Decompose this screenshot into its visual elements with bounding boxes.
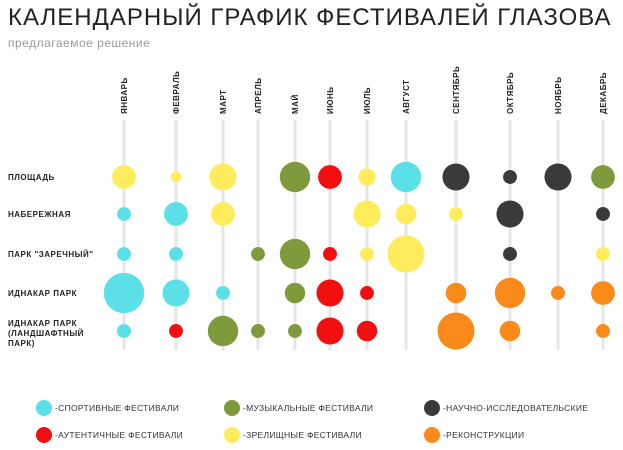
bubble-science [503, 170, 517, 184]
bubble-reconstruction [596, 324, 610, 338]
legend-swatch-authentic [36, 427, 52, 443]
bubble-reconstruction [437, 312, 475, 350]
bubbles [103, 161, 615, 350]
bubble-sport [103, 272, 145, 314]
bubble-spectacle [353, 200, 381, 228]
bubble-science [596, 207, 610, 221]
bubble-music [284, 282, 306, 304]
legend-label: -МУЗЫКАЛЬНЫЕ ФЕСТИВАЛИ [243, 403, 373, 413]
legend-item-science: -НАУЧНО-ИССЛЕДОВАТЕЛЬСКИЕ [424, 400, 588, 416]
bubble-music [279, 161, 311, 193]
bubble-spectacle [395, 203, 417, 225]
bubble-reconstruction [445, 282, 467, 304]
bubble-music [251, 324, 265, 338]
venue-labels: ПЛОЩАДЬ НАБЕРЕЖНАЯ ПАРК "ЗАРЕЧНЫЙ" ИДНАКАР … [8, 173, 94, 348]
month-label: МАЙ [291, 94, 300, 114]
bubble-reconstruction [591, 281, 615, 305]
legend-swatch-reconstruction [424, 427, 440, 443]
venue-label: НАБЕРЕЖНАЯ [8, 210, 71, 219]
bubble-music [251, 247, 265, 261]
bubble-sport [164, 202, 188, 226]
legend: -СПОРТИВНЫЕ ФЕСТИВАЛИ -МУЗЫКАЛЬНЫЕ ФЕСТИВ… [36, 400, 588, 443]
bubble-music [207, 315, 239, 347]
bubble-science [544, 163, 572, 191]
bubble-sport [216, 286, 230, 300]
legend-item-authentic: -АУТЕНТИЧНЫЕ ФЕСТИВАЛИ [36, 427, 183, 443]
month-labels: ЯНВАРЬ ФЕВРАЛЬ МАРТ АПРЕЛЬ МАЙ ИЮНЬ ИЮЛЬ АВГУСТ… [120, 66, 608, 114]
month-label: СЕНТЯБРЬ [452, 66, 461, 114]
bubble-reconstruction [494, 277, 526, 309]
legend-item-reconstruction: -РЕКОНСТРУКЦИИ [424, 427, 524, 443]
bubble-authentic [360, 286, 374, 300]
legend-swatch-sport [36, 400, 52, 416]
bubble-spectacle [360, 247, 374, 261]
bubble-authentic [316, 317, 344, 345]
chart-subtitle: предлагаемое решение [8, 36, 151, 50]
bubble-spectacle [170, 171, 182, 183]
month-label: ФЕВРАЛЬ [172, 71, 181, 114]
legend-swatch-music [224, 400, 240, 416]
bubble-sport [162, 279, 190, 307]
bubble-music [288, 324, 302, 338]
bubble-spectacle [449, 207, 463, 221]
month-label: АВГУСТ [402, 79, 411, 114]
legend-item-music: -МУЗЫКАЛЬНЫЕ ФЕСТИВАЛИ [224, 400, 373, 416]
chart-title: КАЛЕНДАРНЫЙ ГРАФИК ФЕСТИВАЛЕЙ ГЛАЗОВА [8, 4, 612, 31]
venue-label: ПАРК "ЗАРЕЧНЫЙ" [8, 250, 94, 259]
month-label: ДЕКАБРЬ [599, 72, 608, 114]
legend-item-spectacle: -ЗРЕЛИЩНЫЕ ФЕСТИВАЛИ [224, 427, 362, 443]
legend-label: -НАУЧНО-ИССЛЕДОВАТЕЛЬСКИЕ [443, 403, 588, 413]
bubble-authentic [169, 324, 183, 338]
legend-swatch-spectacle [224, 427, 240, 443]
bubble-sport [117, 207, 131, 221]
month-label: АПРЕЛЬ [254, 78, 263, 114]
bubble-reconstruction [499, 320, 521, 342]
month-label: МАРТ [219, 89, 228, 114]
legend-swatch-science [424, 400, 440, 416]
bubble-sport [117, 324, 131, 338]
venue-label: ИДНАКАР ПАРК (ЛАНДШАФТНЫЙ ПАРК) [8, 319, 84, 348]
month-label: ИЮНЬ [326, 86, 335, 114]
bubble-music [591, 165, 615, 189]
bubble-music [279, 238, 311, 270]
legend-label: -СПОРТИВНЫЕ ФЕСТИВАЛИ [55, 403, 179, 413]
bubble-authentic [318, 165, 342, 189]
bubble-science [442, 163, 470, 191]
bubble-reconstruction [551, 286, 565, 300]
bubble-spectacle [387, 235, 425, 273]
bubble-sport [390, 161, 422, 193]
legend-label: -АУТЕНТИЧНЫЕ ФЕСТИВАЛИ [55, 430, 183, 440]
legend-label: -ЗРЕЛИЩНЫЕ ФЕСТИВАЛИ [243, 430, 362, 440]
bubble-authentic [316, 279, 344, 307]
month-gridlines [122, 120, 605, 350]
month-label: ОКТЯБРЬ [506, 72, 515, 114]
bubble-spectacle [211, 202, 235, 226]
legend-item-sport: -СПОРТИВНЫЕ ФЕСТИВАЛИ [36, 400, 179, 416]
bubble-science [496, 200, 524, 228]
bubble-sport [169, 247, 183, 261]
bubble-authentic [356, 320, 378, 342]
legend-label: -РЕКОНСТРУКЦИИ [443, 430, 524, 440]
bubble-sport [117, 247, 131, 261]
bubble-spectacle [112, 165, 136, 189]
month-label: НОЯБРЬ [554, 77, 563, 114]
bubble-science [503, 247, 517, 261]
venue-label: ПЛОЩАДЬ [8, 173, 55, 182]
venue-label: ИДНАКАР ПАРК [8, 289, 77, 298]
bubble-spectacle [209, 163, 237, 191]
month-label: ЯНВАРЬ [120, 77, 129, 114]
bubble-authentic [323, 247, 337, 261]
month-label: ИЮЛЬ [363, 87, 372, 114]
bubble-spectacle [358, 168, 376, 186]
bubble-spectacle [596, 247, 610, 261]
